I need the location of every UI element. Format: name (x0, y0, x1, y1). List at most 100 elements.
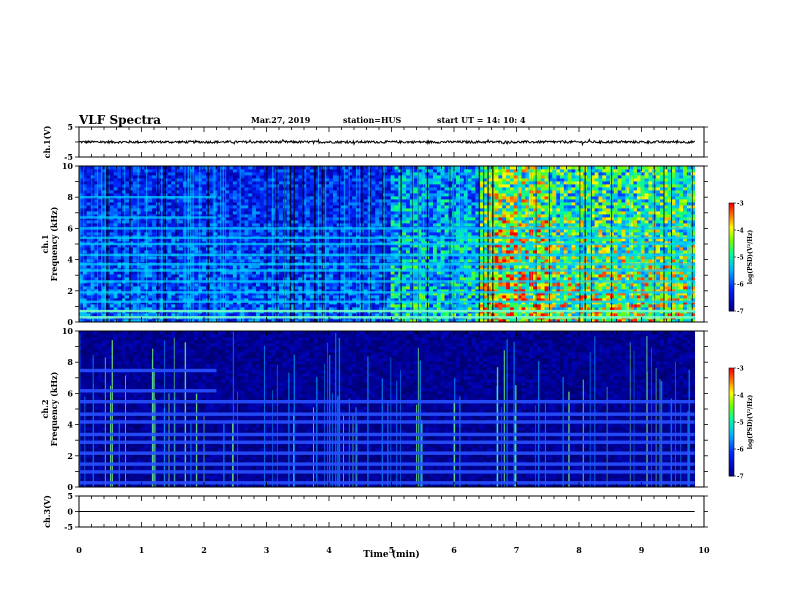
spectrogram-cell (90, 187, 95, 191)
spectrogram-cell (302, 172, 307, 176)
spectrogram-cell (313, 181, 318, 185)
spectrogram-cell (125, 265, 130, 269)
spectrogram-cell (229, 298, 234, 302)
spectrogram-cell (244, 292, 249, 296)
spectrogram-cell (102, 238, 107, 242)
spectrogram-cell (202, 265, 207, 269)
spectrogram-cell (136, 175, 141, 179)
spectrogram-cell (202, 289, 207, 293)
spectrogram-cell (186, 283, 191, 287)
spectrogram-cell (175, 271, 180, 275)
spectrogram-cell (375, 304, 380, 308)
spectrogram-cell (186, 274, 191, 278)
spectrogram-cell (102, 199, 107, 203)
spectrogram-cell (240, 190, 245, 194)
spectrogram-cell (294, 217, 299, 221)
spectrogram-cell (136, 184, 141, 188)
spectrogram-cell (309, 178, 315, 182)
spectrogram-cell (252, 313, 257, 317)
spectrogram-cell (413, 214, 418, 218)
spectrogram-cell (232, 313, 238, 317)
spectrogram-cell (290, 184, 295, 188)
spectrogram-cell (179, 181, 184, 185)
spectrogram-cell (406, 208, 411, 212)
spectrogram-cell (375, 190, 380, 194)
spectrogram-cell (129, 193, 134, 197)
spectrogram-cell (259, 220, 265, 224)
spectrogram-cell (229, 166, 234, 170)
spectrogram-cell (317, 259, 322, 263)
spectrogram-cell (313, 295, 318, 299)
spectrogram-cell (255, 307, 261, 311)
spectrogram-cell (340, 190, 345, 194)
spectrogram-cell (344, 247, 349, 251)
spectrogram-cell (329, 190, 334, 194)
spectrogram-cell (294, 181, 299, 185)
spectrogram-cell (229, 259, 234, 263)
spectrogram-cell (213, 199, 218, 203)
spectrogram-cell (271, 172, 276, 176)
spectrogram-cell (148, 265, 153, 269)
spectrogram-cell (259, 169, 265, 173)
spectrogram-cell (309, 232, 315, 236)
spectrogram-cell (186, 319, 191, 323)
spectrogram-cell (298, 190, 303, 194)
spectrogram-cell (309, 286, 315, 290)
spectrogram-cell (94, 214, 99, 218)
spectrogram-cell (402, 178, 407, 182)
spectrogram-cell (375, 223, 380, 227)
spectrogram-cell (125, 217, 130, 221)
spectrogram-cell (102, 172, 107, 176)
spectrogram-cell (136, 193, 141, 197)
spectrogram-cell (390, 295, 395, 299)
spectrogram-cell (321, 274, 326, 278)
spectrogram-cell (344, 244, 349, 248)
spectrogram-cell (429, 247, 434, 251)
spectrogram-cell (132, 178, 138, 182)
spectrogram-cell (225, 250, 230, 254)
spectrogram-cell (194, 181, 199, 185)
spectrogram-cell (306, 184, 311, 188)
spectrogram-cell (113, 319, 118, 323)
spectrogram-cell (129, 232, 134, 236)
spectrogram-cell (321, 238, 326, 242)
spectrogram-cell (213, 271, 218, 275)
spectrogram-cell (317, 184, 322, 188)
spectrogram-cell (306, 187, 311, 191)
spectrogram-cell (86, 187, 91, 191)
spectrogram-cell (371, 205, 376, 209)
spectrogram-cell (82, 271, 88, 275)
spectrogram-cell (252, 232, 257, 236)
spectrogram-cell (390, 184, 395, 188)
spectrogram-cell (213, 259, 218, 263)
spectrogram-cell (140, 313, 145, 317)
spectrogram-cell (82, 292, 88, 296)
spectrogram-cell (90, 172, 95, 176)
spectrogram-cell (259, 223, 265, 227)
spectrogram-cell (217, 232, 222, 236)
spectrogram-cell (432, 217, 438, 221)
spectrogram-cell (194, 238, 199, 242)
spectrogram-cell (244, 202, 249, 206)
spectrogram-cell (132, 286, 138, 290)
spectrogram-cell (402, 232, 407, 236)
spectrogram-cell (298, 241, 303, 245)
spectrogram-cell (98, 289, 103, 293)
spectrogram-cell (152, 187, 157, 191)
spectrogram-cell (325, 274, 330, 278)
spectrogram-cell (340, 247, 345, 251)
ch1-waveform-axes: 5-5 (64, 122, 708, 162)
spectrogram-cell (325, 196, 330, 200)
spectrogram-cell (232, 295, 238, 299)
spectrogram-cell (371, 217, 376, 221)
spectrogram-cell (229, 319, 234, 323)
spectrogram-cell (167, 283, 172, 287)
spectrogram-cell (225, 319, 230, 323)
spectrogram-cell (321, 313, 326, 317)
spectrogram-cell (263, 256, 268, 260)
spectrogram-cell (132, 172, 138, 176)
spectrogram-cell (375, 199, 380, 203)
spectrogram-cell (236, 214, 241, 218)
spectrogram-cell (98, 214, 103, 218)
